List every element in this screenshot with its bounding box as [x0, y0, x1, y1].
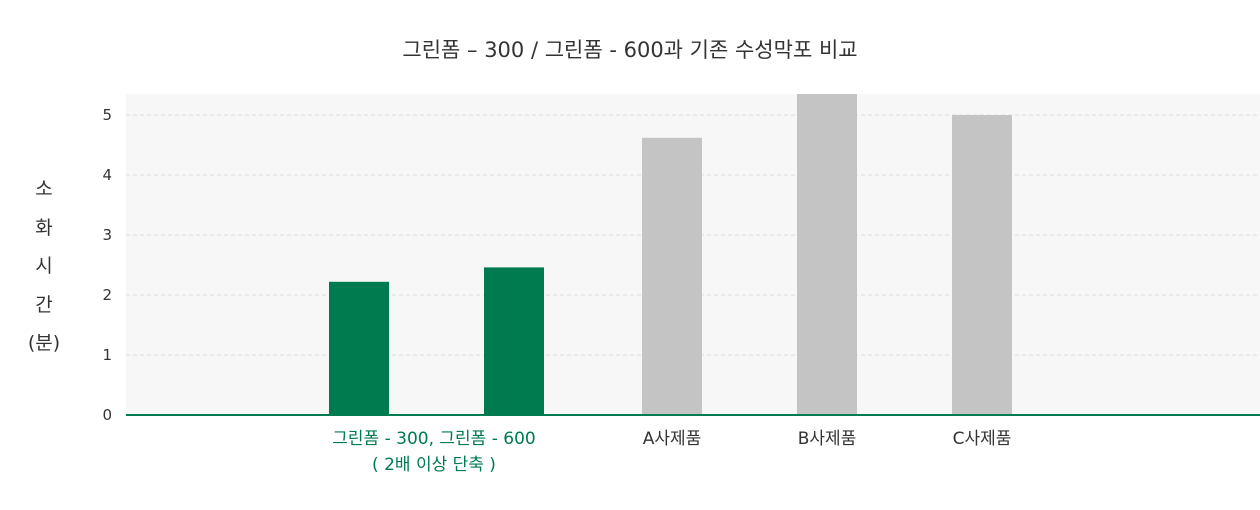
- y-tick-label: 3: [102, 226, 112, 244]
- y-axis-label: 소 화 시 간 (분): [22, 170, 66, 363]
- y-axis-label-unit: (분): [27, 332, 61, 354]
- y-axis-label-char: 소: [35, 178, 53, 200]
- bar: [642, 137, 702, 416]
- bar: [797, 94, 857, 415]
- y-tick-label: 2: [102, 286, 112, 304]
- y-axis-label-char: 시: [35, 255, 53, 277]
- bar: [484, 267, 544, 415]
- x-category-label: B사제품: [798, 429, 857, 449]
- y-tick-label: 1: [102, 346, 112, 364]
- x-category-label: ( 2배 이상 단축 ): [372, 455, 496, 475]
- y-tick-label: 0: [102, 406, 112, 424]
- y-axis-label-char: 간: [35, 293, 53, 316]
- bar: [952, 115, 1012, 415]
- chart-title: 그린폼 – 300 / 그린폼 - 600과 기존 수성막포 비교: [402, 38, 858, 62]
- y-tick-label: 4: [102, 166, 112, 184]
- x-category-label: A사제품: [643, 429, 702, 449]
- bar: [329, 281, 389, 415]
- x-category-label: C사제품: [953, 429, 1012, 449]
- y-tick-label: 5: [102, 106, 112, 124]
- x-category-label: 그린폼 - 300, 그린폼 - 600: [332, 429, 535, 449]
- y-axis-label-char: 화: [35, 216, 53, 239]
